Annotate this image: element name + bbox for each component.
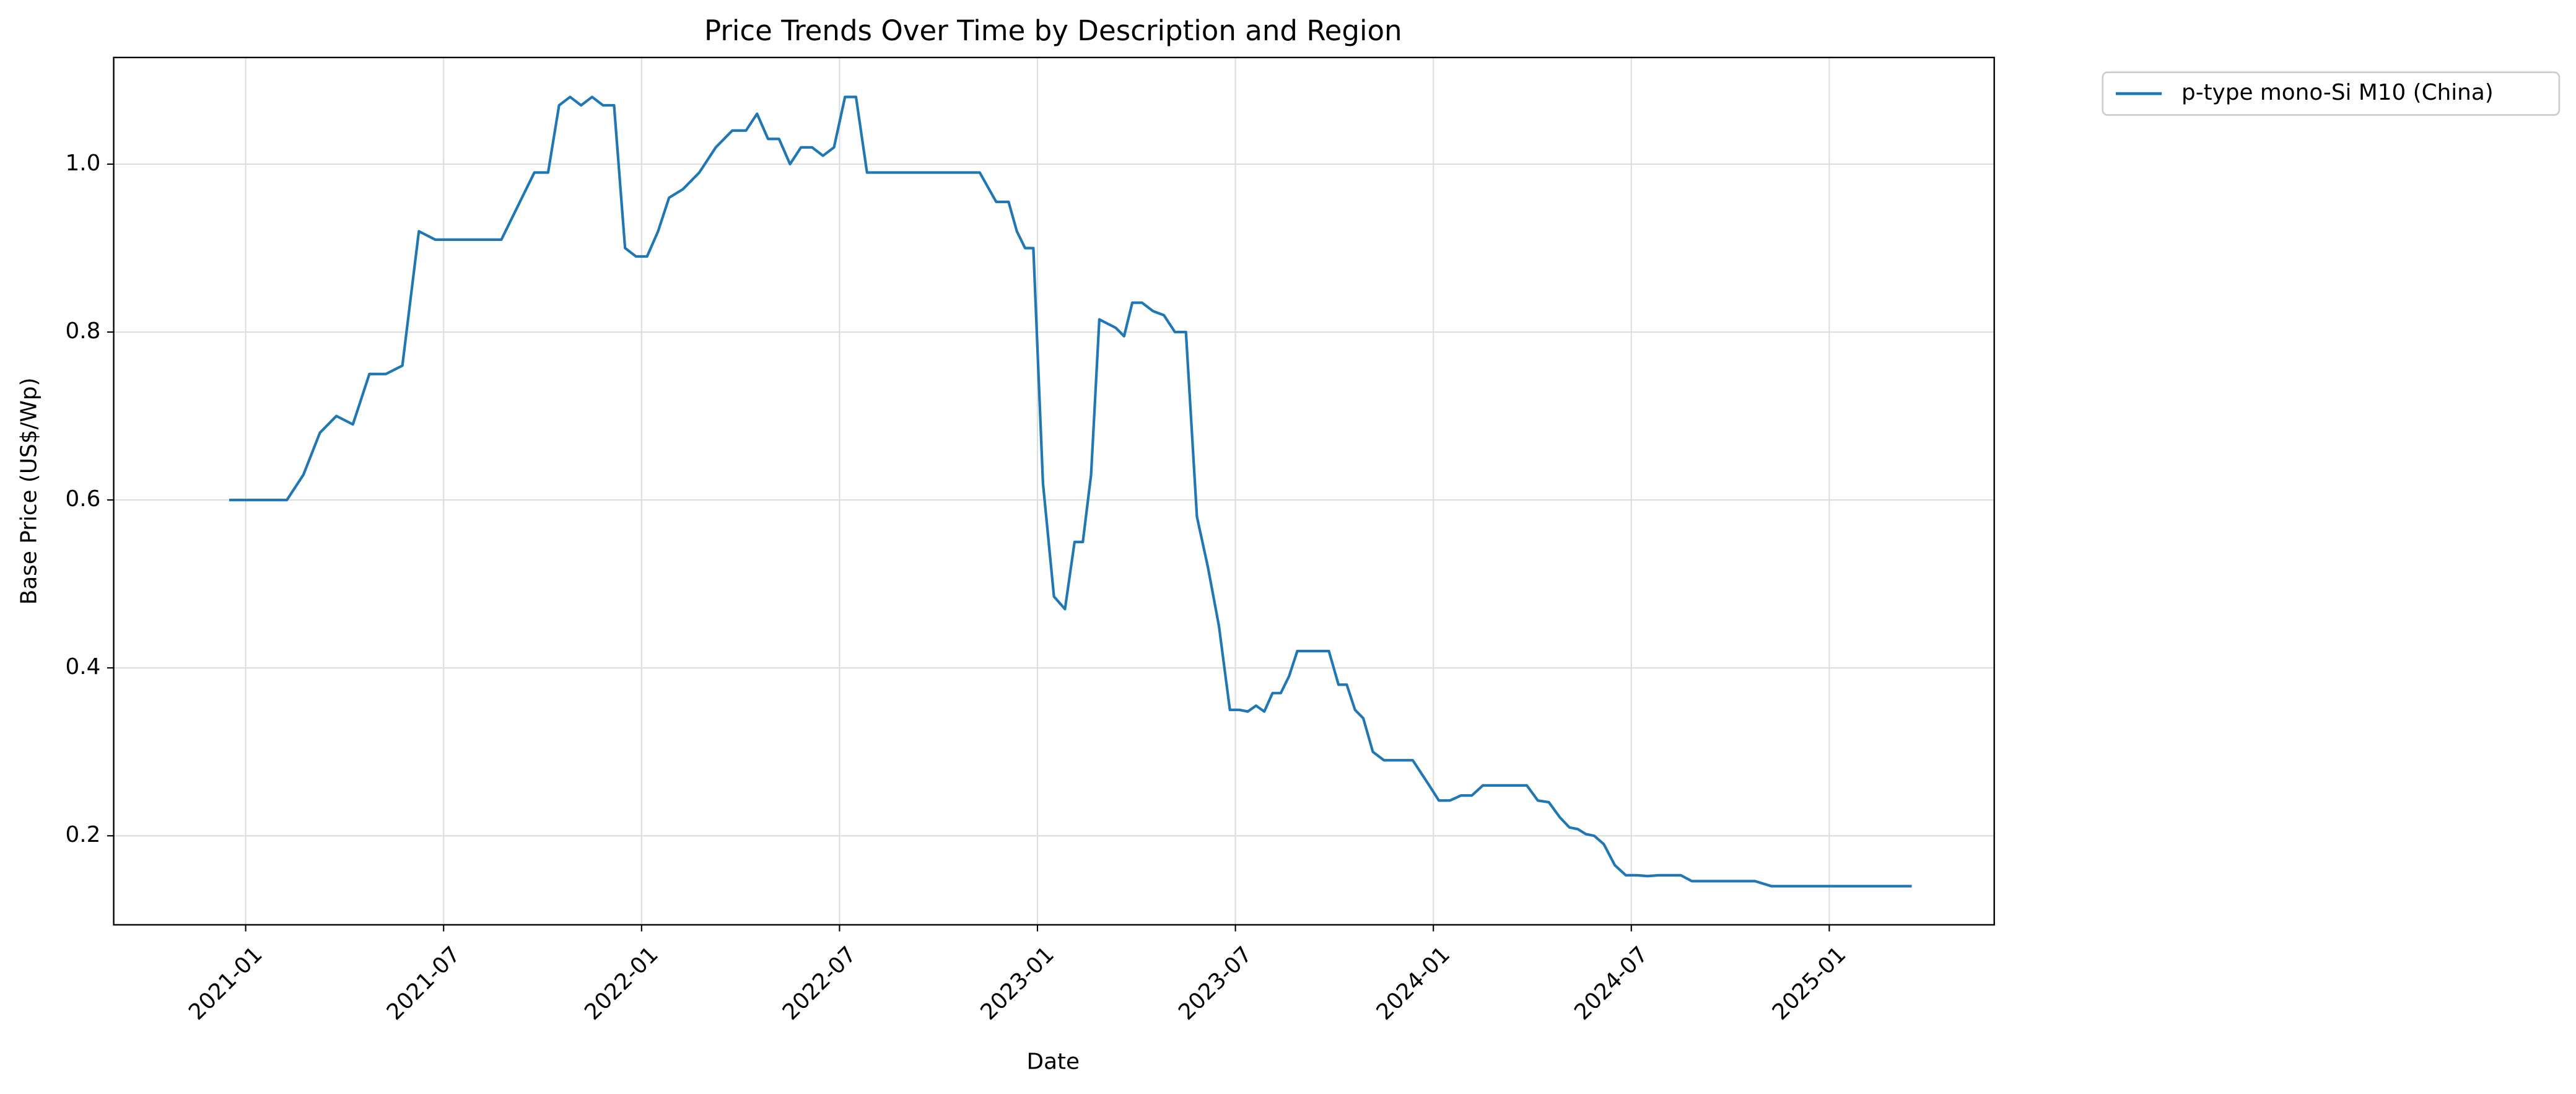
x-axis-label: Date	[1027, 1049, 1080, 1075]
y-tick-label: 0.8	[65, 318, 100, 344]
y-tick-label: 1.0	[65, 151, 100, 176]
x-tick-label: 2021-01	[184, 942, 268, 1025]
x-tick-label: 2025-01	[1768, 942, 1851, 1025]
x-tick-label: 2024-01	[1372, 942, 1456, 1025]
x-tick-label: 2024-07	[1570, 942, 1653, 1025]
y-axis-label: Base Price (US$/Wp)	[16, 377, 41, 605]
x-tick-label: 2022-07	[778, 942, 862, 1025]
x-tick-label: 2021-07	[382, 942, 466, 1025]
y-tick-label: 0.2	[65, 822, 100, 847]
plot-frame	[113, 56, 1995, 926]
legend-box	[2102, 71, 2561, 116]
data-line	[229, 95, 1912, 888]
legend-label: p-type mono-Si M10 (China)	[2181, 80, 2494, 105]
y-tick-label: 0.4	[65, 654, 100, 680]
x-tick-label: 2023-01	[976, 942, 1059, 1025]
chart-title: Price Trends Over Time by Description an…	[704, 14, 1402, 47]
x-tick-label: 2023-07	[1174, 942, 1257, 1025]
x-tick-label: 2022-01	[580, 942, 663, 1025]
y-tick-label: 0.6	[65, 486, 100, 512]
